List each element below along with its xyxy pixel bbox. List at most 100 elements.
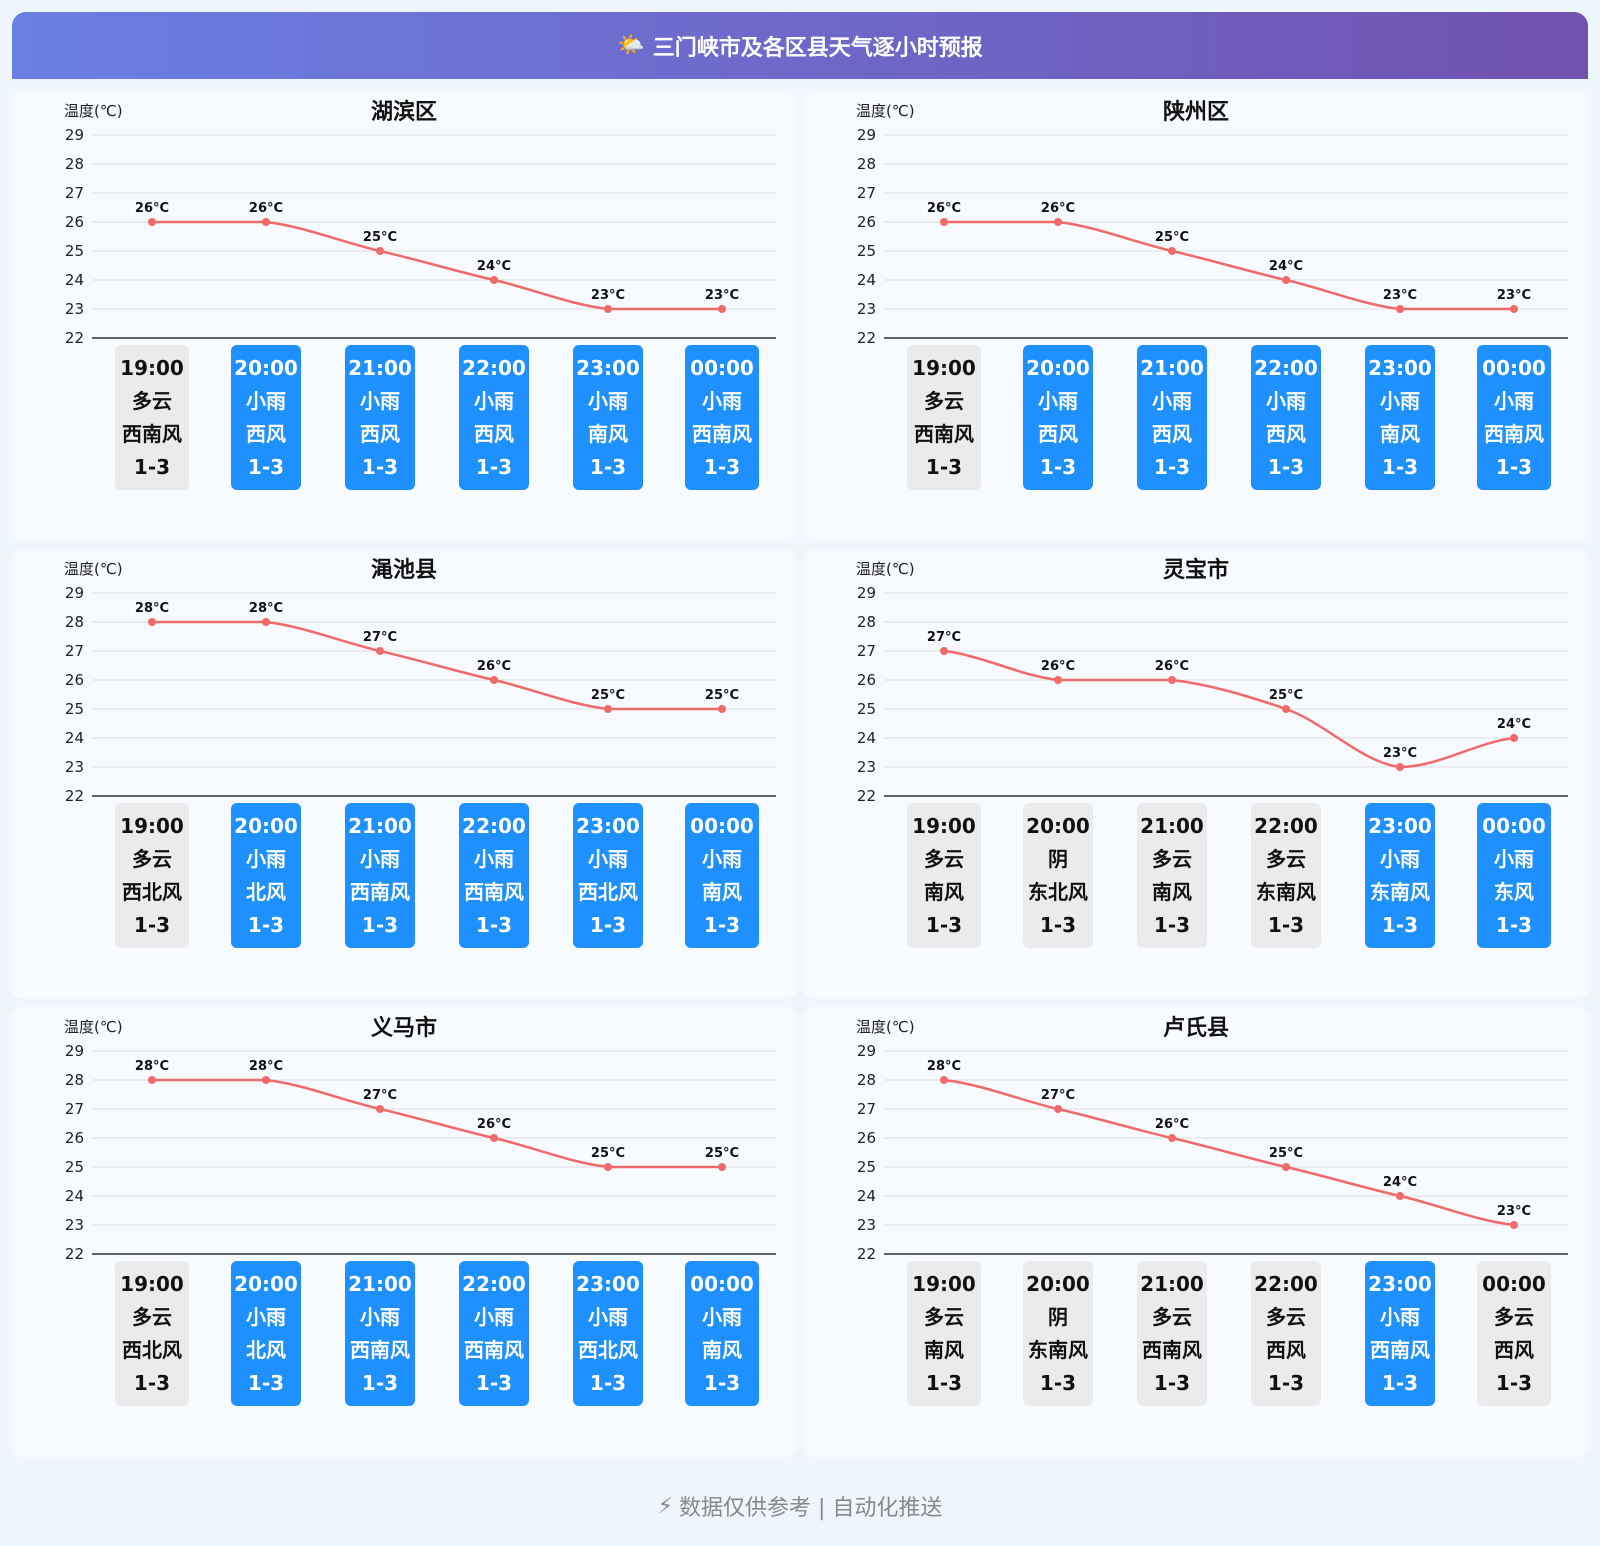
tile-wind: 西风 xyxy=(246,422,286,447)
tile-wind-level: 1-3 xyxy=(247,913,285,938)
tile-time: 20:00 xyxy=(234,1271,298,1296)
tile-weather: 多云 xyxy=(924,1304,964,1329)
tile-wind: 东北风 xyxy=(1028,880,1088,905)
y-tick-label: 26 xyxy=(65,671,84,689)
tile-time: 00:00 xyxy=(1482,355,1546,380)
y-tick-label: 24 xyxy=(857,1187,876,1205)
tile-time: 00:00 xyxy=(690,1271,754,1296)
data-point xyxy=(940,647,948,655)
y-tick-label: 27 xyxy=(65,1100,84,1118)
y-tick-label: 29 xyxy=(857,584,876,602)
hour-tile: 00:00 小雨 西南风 1-3 xyxy=(1477,345,1551,490)
tile-time: 22:00 xyxy=(462,813,526,838)
tile-time: 19:00 xyxy=(912,355,976,380)
hour-tile: 00:00 小雨 南风 1-3 xyxy=(685,1261,759,1406)
y-tick-label: 27 xyxy=(857,1100,876,1118)
y-tick-label: 25 xyxy=(65,700,84,718)
y-axis-label: 温度(℃) xyxy=(856,102,915,120)
data-label: 23°C xyxy=(1497,288,1531,303)
y-tick-label: 26 xyxy=(857,213,876,231)
data-label: 23°C xyxy=(1383,288,1417,303)
data-label: 26°C xyxy=(1155,1117,1189,1132)
y-tick-label: 27 xyxy=(857,642,876,660)
tile-wind: 西北风 xyxy=(578,880,638,905)
y-tick-label: 23 xyxy=(65,758,84,776)
y-tick-label: 28 xyxy=(857,155,876,173)
data-point xyxy=(604,1163,612,1171)
tile-wind-level: 1-3 xyxy=(133,913,171,938)
tile-weather: 小雨 xyxy=(360,388,400,413)
y-tick-label: 22 xyxy=(857,1245,876,1263)
hour-tile: 21:00 小雨 西南风 1-3 xyxy=(345,803,415,948)
y-tick-label: 22 xyxy=(857,329,876,347)
tile-weather: 小雨 xyxy=(588,846,628,871)
tile-weather: 小雨 xyxy=(1038,388,1078,413)
data-point xyxy=(1168,1134,1176,1142)
page-title: 三门峡市及各区县天气逐小时预报 xyxy=(652,35,983,61)
tile-wind-level: 1-3 xyxy=(1495,1371,1533,1396)
data-label: 26°C xyxy=(477,1117,511,1132)
tile-weather: 小雨 xyxy=(1152,388,1192,413)
y-tick-label: 28 xyxy=(65,155,84,173)
tile-wind: 北风 xyxy=(246,880,286,905)
tile-time: 00:00 xyxy=(690,355,754,380)
hour-tile: 19:00 多云 西北风 1-3 xyxy=(115,803,189,948)
data-point xyxy=(490,676,498,684)
tile-weather: 小雨 xyxy=(474,388,514,413)
tile-time: 22:00 xyxy=(1254,813,1318,838)
y-tick-label: 28 xyxy=(857,613,876,631)
tile-wind: 北风 xyxy=(246,1338,286,1363)
chart-svg: 渑池县 温度(℃) 22 23 24 25 26 27 28 29 28°C 28°C 27°C 26°C… xyxy=(64,558,776,805)
hour-tile: 22:00 小雨 西南风 1-3 xyxy=(459,1261,529,1406)
tile-wind: 南风 xyxy=(1380,422,1420,447)
data-point xyxy=(718,705,726,713)
tile-wind: 东南风 xyxy=(1028,1338,1088,1363)
tile-weather: 多云 xyxy=(132,1304,172,1329)
hour-tile: 22:00 多云 西风 1-3 xyxy=(1251,1261,1321,1406)
y-tick-label: 27 xyxy=(857,184,876,202)
y-tick-label: 26 xyxy=(857,1129,876,1147)
tile-time: 22:00 xyxy=(462,1271,526,1296)
page-header: 🌤️ 三门峡市及各区县天气逐小时预报 xyxy=(12,12,1588,79)
tile-wind-level: 1-3 xyxy=(1495,913,1533,938)
y-tick-label: 23 xyxy=(65,300,84,318)
tile-wind-level: 1-3 xyxy=(1267,455,1305,480)
tile-time: 21:00 xyxy=(1140,813,1204,838)
chart-panel-4: 义马市 温度(℃) 22 23 24 25 26 27 28 29 28°C 28°C 27°C 26°C… xyxy=(12,1007,796,1457)
data-label: 26°C xyxy=(477,659,511,674)
y-tick-label: 26 xyxy=(65,213,84,231)
tile-time: 23:00 xyxy=(576,1271,640,1296)
y-tick-label: 29 xyxy=(857,126,876,144)
tile-weather: 小雨 xyxy=(360,846,400,871)
data-label: 25°C xyxy=(363,230,397,245)
chart-title: 义马市 xyxy=(371,1015,437,1041)
tile-time: 23:00 xyxy=(576,355,640,380)
tile-time: 20:00 xyxy=(1026,355,1090,380)
tile-time: 00:00 xyxy=(690,813,754,838)
tile-wind: 西南风 xyxy=(350,1338,410,1363)
data-point xyxy=(718,305,726,313)
hour-tile: 22:00 小雨 西风 1-3 xyxy=(1251,345,1321,490)
data-point xyxy=(1282,276,1290,284)
hour-tile: 00:00 小雨 西南风 1-3 xyxy=(685,345,759,490)
tile-wind-level: 1-3 xyxy=(133,1371,171,1396)
tile-wind: 南风 xyxy=(702,880,742,905)
hour-tile: 20:00 小雨 北风 1-3 xyxy=(231,1261,301,1406)
hour-tile: 21:00 小雨 西风 1-3 xyxy=(345,345,415,490)
data-label: 25°C xyxy=(705,688,739,703)
tile-weather: 小雨 xyxy=(702,1304,742,1329)
tile-weather: 小雨 xyxy=(1380,388,1420,413)
data-point xyxy=(1396,305,1404,313)
chart-panel-0: 湖滨区 温度(℃) 22 23 24 25 26 27 28 29 26°C 26°C 25°C 24°C… xyxy=(12,91,796,541)
hourly-tiles: 19:00 多云 西北风 1-3 20:00 小雨 北风 1-3 21:00 小雨 西南风 1-3 22… xyxy=(12,803,796,948)
data-label: 23°C xyxy=(1383,746,1417,761)
tile-weather: 小雨 xyxy=(702,846,742,871)
tile-time: 21:00 xyxy=(348,355,412,380)
y-tick-label: 22 xyxy=(65,787,84,805)
y-tick-label: 29 xyxy=(65,1042,84,1060)
tile-wind-level: 1-3 xyxy=(247,455,285,480)
data-label: 28°C xyxy=(135,1059,169,1074)
tile-wind: 南风 xyxy=(924,880,964,905)
data-label: 24°C xyxy=(1269,259,1303,274)
tile-wind-level: 1-3 xyxy=(589,913,627,938)
